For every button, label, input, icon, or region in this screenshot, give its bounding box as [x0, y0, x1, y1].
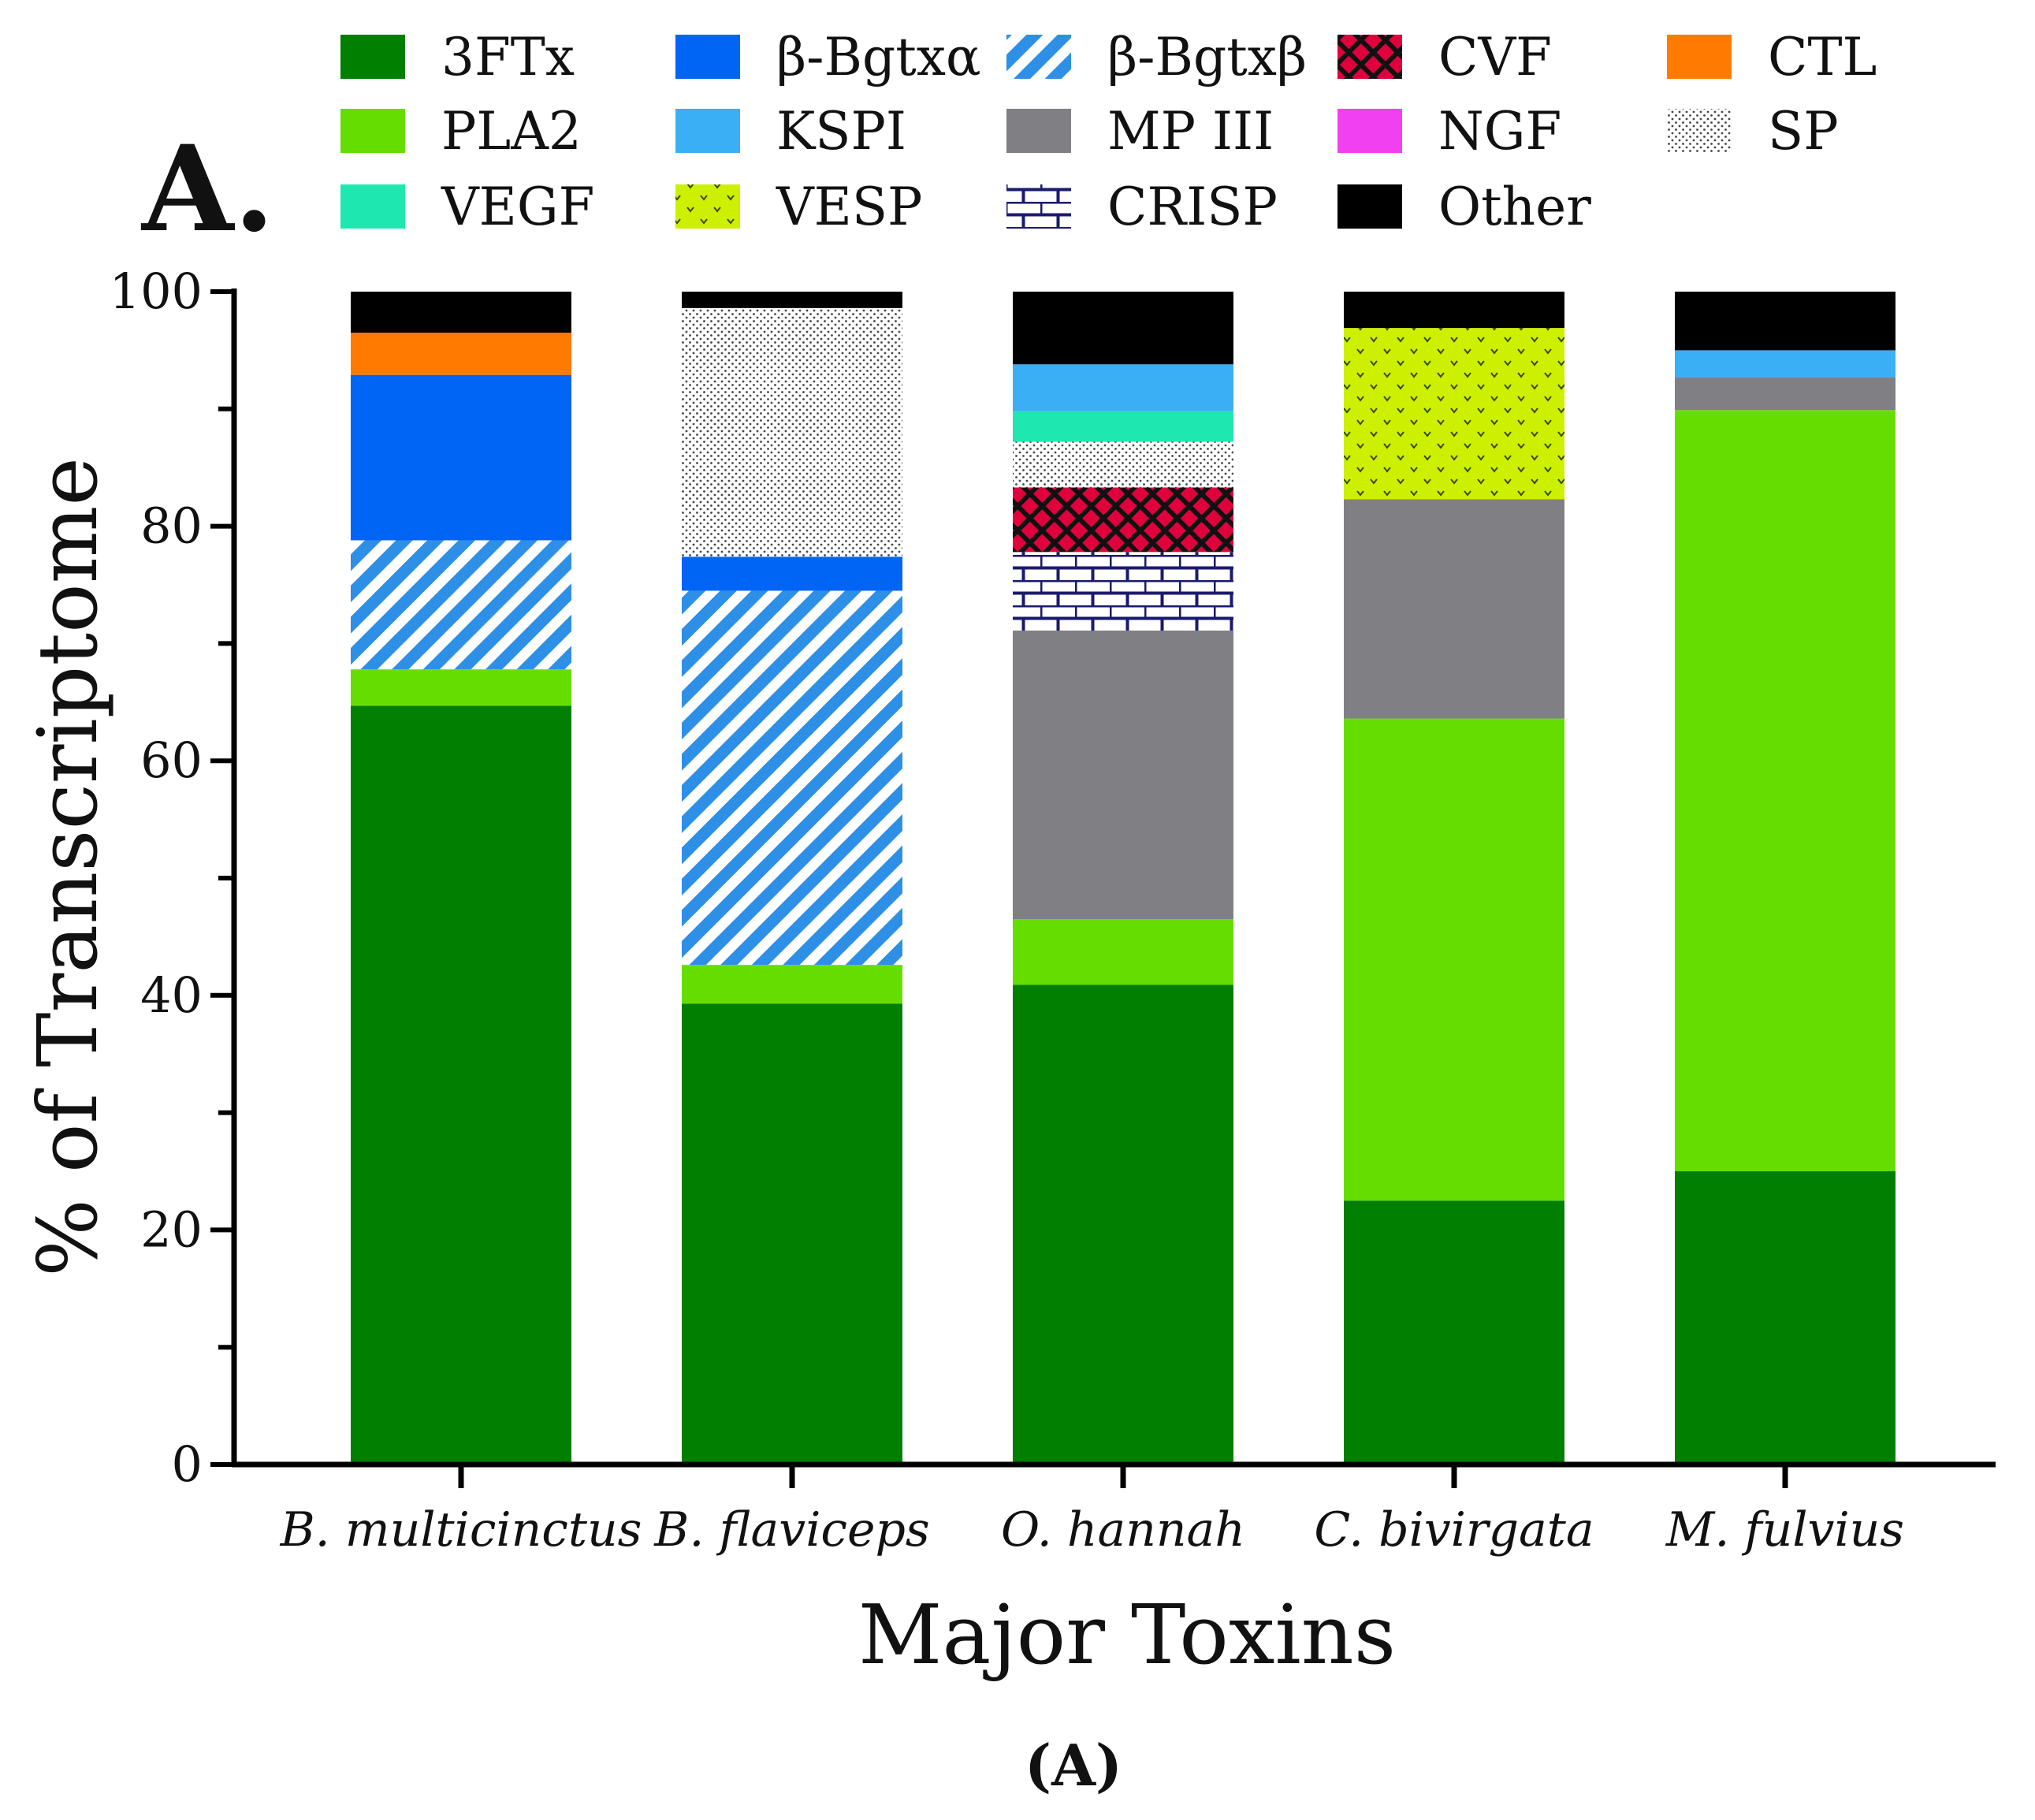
legend-label-pla2: PLA2	[441, 101, 582, 162]
y-tick-label: 20	[140, 1200, 203, 1258]
bar-segment-other-b-flaviceps	[682, 292, 902, 308]
bar-segment-3ftx-m-fulvius	[1675, 1171, 1895, 1465]
legend-swatch-vesp	[675, 184, 740, 229]
bar-segment-pla2-m-fulvius	[1675, 410, 1895, 1171]
category-label-m-fulvius: M. fulvius	[1665, 1502, 1904, 1558]
bar-segment-pla2-b-multicinctus	[351, 669, 571, 706]
legend-swatch-kspi	[675, 109, 740, 153]
legend-swatch-3ftx	[340, 35, 405, 79]
y-tick-label: 40	[140, 966, 203, 1024]
category-label-b-flaviceps: B. flaviceps	[653, 1502, 929, 1558]
legend-label-beta-bgtxalpha: β-Bgtxα	[776, 27, 981, 87]
bar-segment-vegf-o-hannah	[1013, 411, 1233, 442]
figure-caption: (A)	[1025, 1732, 1122, 1799]
legend-label-kspi: KSPI	[776, 101, 906, 162]
bar-segment-3ftx-b-multicinctus	[351, 705, 571, 1465]
bar-segment-beta-bgtxalpha-b-flaviceps	[682, 556, 902, 591]
legend-swatch-beta-bgtxalpha	[675, 35, 740, 79]
legend: 3FTx β-Bgtxα β-Bgtxβ CVF CTL PLA2 KSPI MP III NG…	[340, 27, 1877, 237]
axes	[210, 288, 1996, 1488]
legend-label-ngf: NGF	[1438, 101, 1561, 162]
bar-segment-other-m-fulvius	[1675, 292, 1895, 351]
bar-segment-3ftx-b-flaviceps	[682, 1003, 902, 1465]
bar-segment-ctl-b-multicinctus	[351, 333, 571, 375]
legend-label-other: Other	[1438, 177, 1591, 237]
bar-segment-other-c-bivirgata	[1344, 292, 1564, 329]
bar-segment-vesp-c-bivirgata	[1344, 328, 1564, 500]
bar-segment-3ftx-o-hannah	[1013, 984, 1233, 1465]
category-label-o-hannah: O. hannah	[1001, 1502, 1245, 1558]
bar-segment-crisp-o-hannah	[1013, 552, 1233, 631]
bar-segment-beta-bgtxalpha-b-multicinctus	[351, 374, 571, 541]
bar-segment-beta-bgtxbeta-b-multicinctus	[351, 540, 571, 670]
y-tick-label: 80	[140, 497, 203, 555]
bar-segment-kspi-m-fulvius	[1675, 350, 1895, 378]
x-category-labels: B. multicinctus B. flaviceps O. hannah C. b…	[280, 1502, 1905, 1558]
legend-label-vesp: VESP	[776, 177, 922, 237]
legend-swatch-vegf	[340, 184, 405, 229]
bar-segment-mp-iii-m-fulvius	[1675, 377, 1895, 411]
y-tick-label: 60	[140, 731, 203, 789]
legend-swatch-beta-bgtxbeta	[1006, 35, 1071, 79]
bar-segment-other-b-multicinctus	[351, 292, 571, 333]
bar-segment-cvf-o-hannah	[1013, 487, 1233, 553]
bar-segment-kspi-o-hannah	[1013, 364, 1233, 411]
bar-segment-pla2-o-hannah	[1013, 919, 1233, 985]
y-tick-label: 0	[172, 1435, 203, 1493]
bar-segment-mp-iii-o-hannah	[1013, 631, 1233, 920]
x-axis-title: Major Toxins	[858, 1587, 1396, 1683]
bar-segment-other-o-hannah	[1013, 292, 1233, 365]
legend-swatch-cvf	[1337, 35, 1402, 79]
bar-segment-3ftx-c-bivirgata	[1344, 1200, 1564, 1465]
panel-letter: A.	[140, 120, 275, 259]
bar-segment-pla2-b-flaviceps	[682, 965, 902, 1004]
legend-swatch-mp-iii	[1006, 109, 1071, 153]
y-tick-labels: 0 20 40 60 80 100	[110, 262, 203, 1493]
legend-label-crisp: CRISP	[1107, 177, 1278, 237]
legend-swatch-other	[1337, 184, 1402, 229]
bars	[351, 292, 1895, 1465]
legend-label-cvf: CVF	[1438, 27, 1552, 87]
bar-segment-sp-o-hannah	[1013, 441, 1233, 488]
legend-swatch-crisp	[1006, 184, 1071, 229]
legend-swatch-sp	[1667, 109, 1732, 153]
legend-label-mp-iii: MP III	[1107, 101, 1274, 162]
legend-swatch-ngf	[1337, 109, 1402, 153]
legend-swatch-pla2	[340, 109, 405, 153]
legend-label-3ftx: 3FTx	[441, 27, 575, 87]
y-tick-label: 100	[110, 262, 203, 320]
legend-label-vegf: VEGF	[441, 177, 594, 237]
category-label-c-bivirgata: C. bivirgata	[1314, 1502, 1594, 1558]
bar-segment-beta-bgtxbeta-b-flaviceps	[682, 590, 902, 966]
legend-label-ctl: CTL	[1768, 27, 1877, 87]
bar-segment-pla2-c-bivirgata	[1344, 718, 1564, 1201]
category-label-b-multicinctus: B. multicinctus	[280, 1502, 642, 1558]
bar-segment-mp-iii-c-bivirgata	[1344, 499, 1564, 719]
y-axis-title: % of Transcriptome	[20, 457, 116, 1277]
bar-segment-sp-b-flaviceps	[682, 307, 902, 557]
legend-label-beta-bgtxbeta: β-Bgtxβ	[1107, 27, 1307, 87]
legend-label-sp: SP	[1768, 101, 1839, 162]
legend-swatch-ctl	[1667, 35, 1732, 79]
